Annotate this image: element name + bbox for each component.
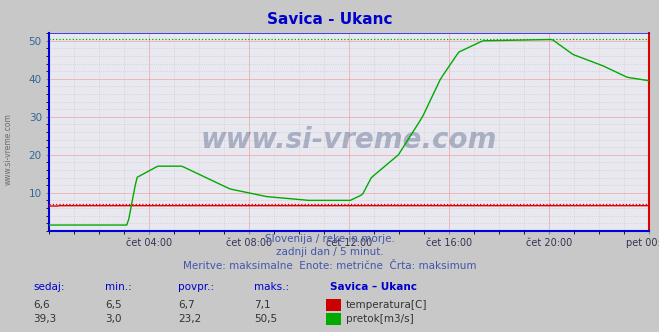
Text: 39,3: 39,3 <box>33 314 56 324</box>
Text: maks.:: maks.: <box>254 282 289 292</box>
Text: 6,5: 6,5 <box>105 300 122 310</box>
Text: Savica – Ukanc: Savica – Ukanc <box>330 282 416 292</box>
Text: 6,7: 6,7 <box>178 300 194 310</box>
Text: 7,1: 7,1 <box>254 300 270 310</box>
Text: www.si-vreme.com: www.si-vreme.com <box>201 126 498 154</box>
Text: Slovenija / reke in morje.: Slovenija / reke in morje. <box>264 234 395 244</box>
Text: zadnji dan / 5 minut.: zadnji dan / 5 minut. <box>275 247 384 257</box>
Text: 23,2: 23,2 <box>178 314 201 324</box>
Text: min.:: min.: <box>105 282 132 292</box>
Text: www.si-vreme.com: www.si-vreme.com <box>4 114 13 185</box>
Text: 50,5: 50,5 <box>254 314 277 324</box>
Text: Meritve: maksimalne  Enote: metrične  Črta: maksimum: Meritve: maksimalne Enote: metrične Črta… <box>183 261 476 271</box>
Text: Savica - Ukanc: Savica - Ukanc <box>267 12 392 27</box>
Text: povpr.:: povpr.: <box>178 282 214 292</box>
Text: temperatura[C]: temperatura[C] <box>346 300 428 310</box>
Text: 3,0: 3,0 <box>105 314 122 324</box>
Text: 6,6: 6,6 <box>33 300 49 310</box>
Text: pretok[m3/s]: pretok[m3/s] <box>346 314 414 324</box>
Text: sedaj:: sedaj: <box>33 282 65 292</box>
